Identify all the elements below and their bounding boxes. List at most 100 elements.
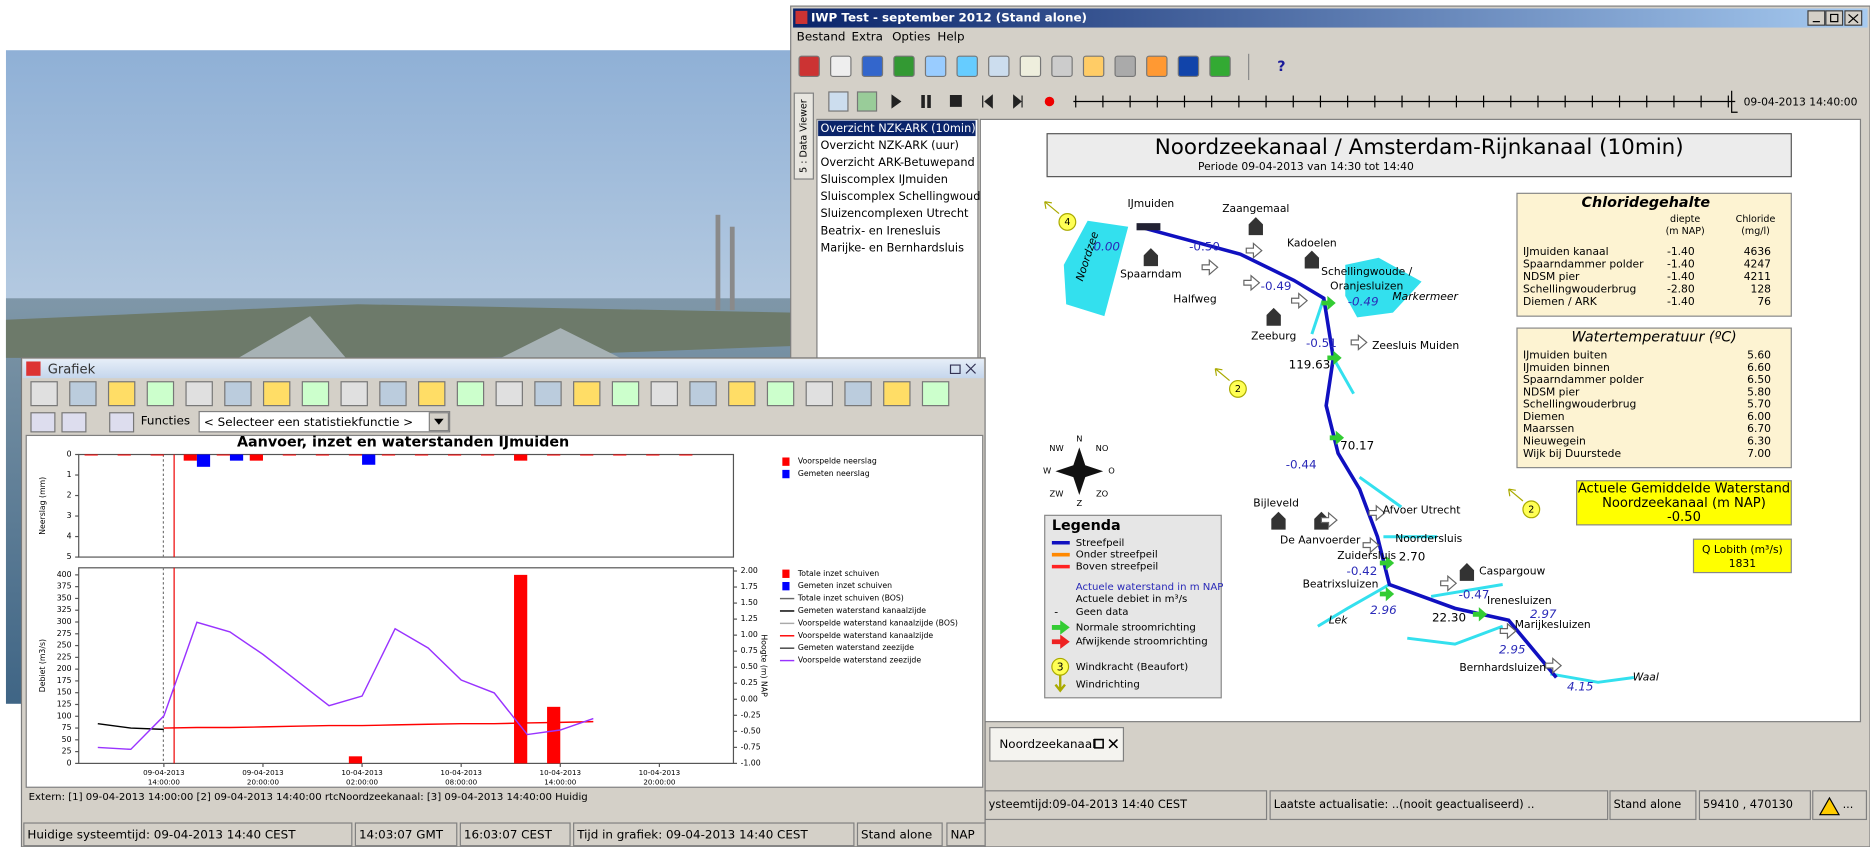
legend-label: Voorspelde waterstand kanaalzijde [798, 631, 934, 640]
legend-label: Voorspelde waterstand zeezijde [798, 656, 921, 665]
map-value: -0.51 [1306, 336, 1337, 350]
toolbar-button[interactable] [767, 382, 793, 406]
status-bar: Huidige systeemtijd: 09-04-2013 14:40 CE… [24, 823, 985, 846]
status-text: NAP [951, 827, 975, 841]
y-tick-label: 200 [57, 664, 72, 673]
y-tick-label: 4 [67, 532, 72, 541]
toolbar-button[interactable] [1210, 56, 1230, 76]
toolbar-button[interactable] [31, 413, 55, 432]
compass-label: O [1108, 466, 1115, 476]
toolbar-button[interactable] [62, 413, 86, 432]
toolbar-button[interactable] [1147, 56, 1167, 76]
toolbar-button[interactable] [1083, 56, 1103, 76]
view-item: Marijke- en Bernhardsluis [821, 240, 965, 254]
bar [283, 455, 296, 456]
toolbar-button[interactable] [729, 382, 755, 406]
toolbar-button[interactable] [109, 382, 135, 406]
toolbar-button[interactable] [574, 382, 600, 406]
toolbar-button[interactable] [957, 56, 977, 76]
bar [382, 455, 395, 456]
status-text: Stand alone [861, 827, 932, 841]
toolbar-button[interactable] [884, 382, 910, 406]
maximize-button[interactable] [1826, 11, 1843, 25]
toolbar-button[interactable] [264, 382, 290, 406]
toolbar-button[interactable] [922, 382, 948, 406]
toolbar-button[interactable] [147, 382, 173, 406]
row-value: 76 [1757, 295, 1771, 308]
toolbar-button[interactable] [186, 382, 212, 406]
minimize-button[interactable] [1808, 11, 1825, 25]
y-tick-label: 175 [57, 676, 72, 685]
legend-label: Streefpeil [1076, 538, 1125, 549]
menu-item: Help [937, 30, 964, 44]
toolbar-button[interactable] [457, 382, 483, 406]
map-value: -0.49 [1348, 294, 1379, 308]
map-subtitle: Periode 09-04-2013 van 14:30 tot 14:40 [1198, 160, 1414, 173]
toolbar-button[interactable] [806, 382, 832, 406]
x-tick-label: 10-04-201302:00:00 [341, 768, 382, 787]
toolbar-button[interactable] [831, 56, 851, 76]
map-value: 2.95 [1499, 643, 1526, 657]
place-label: Halfweg [1173, 292, 1216, 305]
record-button[interactable] [1045, 97, 1055, 107]
place-label: Afvoer Utrecht [1383, 504, 1461, 517]
toolbar-button[interactable] [496, 382, 522, 406]
status-text: ... [1843, 797, 1854, 811]
y2-tick-label: 1.75 [741, 582, 758, 591]
row-name: IJmuiden buiten [1523, 349, 1607, 362]
y2-tick-label: -0.75 [741, 742, 761, 751]
y-axis-label: Neerslag (mm) [38, 477, 47, 535]
toolbar-button[interactable] [862, 56, 882, 76]
row-name: Diemen / ARK [1523, 295, 1598, 308]
toolbar-button[interactable] [845, 382, 871, 406]
compass-label: NO [1096, 443, 1109, 453]
toolbar-button[interactable] [380, 382, 406, 406]
y2-tick-label: 0.50 [741, 662, 758, 671]
toolbar [799, 54, 1249, 80]
map-value: -0.50 [1189, 239, 1220, 253]
toolbar-button[interactable] [651, 382, 677, 406]
toolbar-button[interactable] [1052, 56, 1072, 76]
y-tick-label: 350 [57, 593, 72, 602]
toolbar-button[interactable] [1115, 56, 1135, 76]
help-button[interactable]: ? [1277, 59, 1285, 75]
toolbar-button[interactable] [31, 382, 57, 406]
toolbar-button[interactable] [302, 382, 328, 406]
toolbar-button[interactable] [690, 382, 716, 406]
x-tick-label: 10-04-201308:00:00 [440, 768, 482, 787]
toolbar-button[interactable] [70, 382, 96, 406]
toolbar-button[interactable] [989, 56, 1009, 76]
legend-swatch [782, 570, 789, 578]
toolbar-button[interactable] [225, 382, 251, 406]
view-item: Sluiscomplex Schellingwoude [821, 189, 988, 203]
screenshot: IWP Test - september 2012 (Stand alone) … [0, 0, 1870, 847]
status-text: Laatste actualisatie: ..(nooit geactuali… [1274, 797, 1535, 811]
toolbar-button[interactable] [1020, 56, 1040, 76]
toolbar-button[interactable] [110, 413, 134, 432]
bar [118, 455, 131, 456]
menu-item: Opties [892, 30, 930, 44]
place-label: Zeesluis Muiden [1372, 339, 1459, 352]
x-tick-label: 09-04-201314:00:00 [143, 768, 185, 787]
toolbar-button[interactable] [341, 382, 367, 406]
row-name: Spaarndammer polder [1523, 373, 1644, 386]
toolbar-button[interactable] [535, 382, 561, 406]
chart-title: Aanvoer, inzet en waterstanden IJmuiden [237, 435, 569, 451]
row-value: -1.40 [1667, 295, 1695, 308]
toolbar-button[interactable] [1178, 56, 1198, 76]
toolbar-button[interactable] [419, 382, 445, 406]
toolbar-button[interactable] [612, 382, 638, 406]
y2-tick-label: 0.25 [741, 678, 758, 687]
player-button[interactable] [951, 96, 962, 107]
bar [580, 455, 593, 456]
toolbar-button[interactable] [829, 92, 848, 111]
toolbar-button[interactable] [799, 56, 819, 76]
table-title: Chloridegehalte [1582, 195, 1711, 211]
window-controls[interactable] [1808, 11, 1862, 25]
toolbar-button[interactable] [894, 56, 914, 76]
toolbar-button[interactable] [925, 56, 945, 76]
column-header: diepte [1670, 214, 1700, 225]
map-title: Noordzeekanaal / Amsterdam-Rijnkanaal (1… [1155, 135, 1684, 160]
toolbar-button[interactable] [857, 92, 876, 111]
row-name: Schellingwouderbrug [1523, 282, 1636, 295]
